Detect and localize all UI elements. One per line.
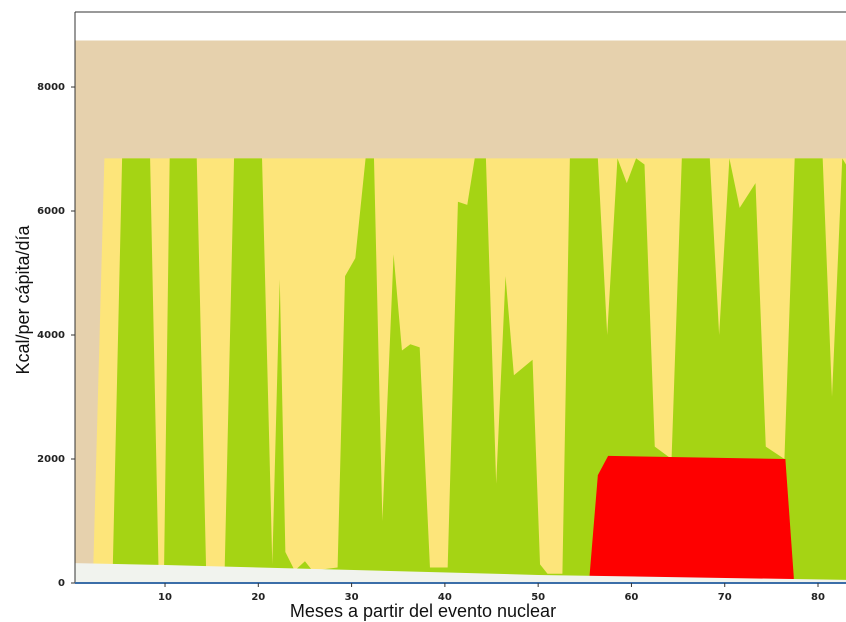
- area: [589, 455, 794, 583]
- x-tick-label: 10: [158, 592, 172, 603]
- areas: [75, 40, 846, 583]
- area: [75, 563, 846, 583]
- x-tick-label: 20: [251, 592, 265, 603]
- x-tick-label: 50: [531, 592, 545, 603]
- y-tick-label: 6000: [37, 206, 65, 217]
- y-axis-label: Kcal/per cápita/día: [13, 224, 33, 374]
- x-tick-label: 60: [624, 592, 638, 603]
- y-tick-label: 2000: [37, 454, 65, 465]
- y-tick-label: 4000: [37, 330, 65, 341]
- x-tick-label: 40: [438, 592, 452, 603]
- y-tick-label: 0: [58, 578, 65, 589]
- x-tick-label: 80: [811, 592, 825, 603]
- ticks: 0 2000 4000 6000 8000 10 20 30 40 50 60 70 80: [37, 82, 825, 603]
- y-tick-label: 8000: [37, 82, 65, 93]
- x-tick-label: 70: [718, 592, 732, 603]
- x-tick-label: 30: [345, 592, 359, 603]
- x-axis-label: Meses a partir del evento nuclear: [290, 601, 556, 621]
